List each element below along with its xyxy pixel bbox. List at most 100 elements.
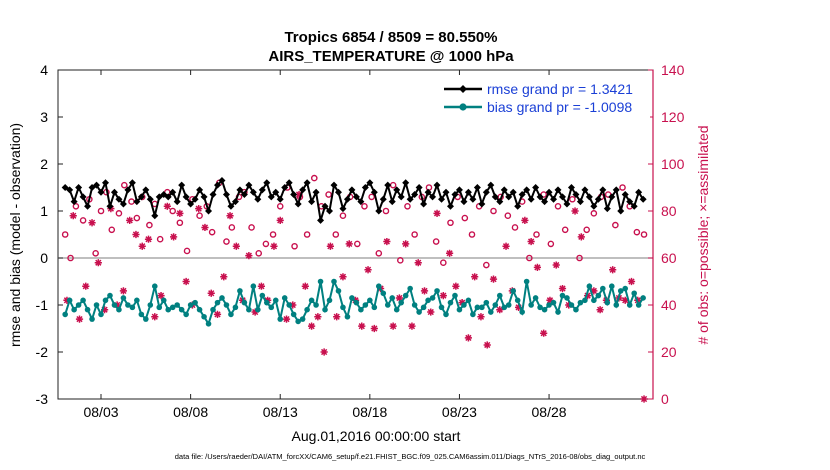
obs-possible-point xyxy=(569,195,576,203)
y2-tick-label: 60 xyxy=(661,250,677,266)
bias-point xyxy=(371,304,378,311)
rmse-point xyxy=(469,195,477,203)
rmse-point xyxy=(352,193,360,201)
obs-assimilated-point xyxy=(590,287,598,295)
rmse-point xyxy=(473,184,481,191)
rmse-point xyxy=(608,193,616,201)
bias-point xyxy=(420,304,427,311)
obs-possible-point xyxy=(612,221,619,229)
rmse-point xyxy=(567,184,575,191)
series-layer xyxy=(61,176,647,327)
rmse-point xyxy=(191,195,199,203)
bias-point xyxy=(84,306,91,313)
rmse-point xyxy=(272,188,280,196)
rmse-point xyxy=(532,184,540,191)
rmse-point xyxy=(455,186,463,194)
obs-possible-point xyxy=(183,247,191,255)
obs-assimilated-point xyxy=(289,301,297,309)
x-tick-label: 08/13 xyxy=(263,404,298,420)
rmse-point xyxy=(361,184,369,191)
obs-assimilated-point xyxy=(471,273,479,281)
bias-point xyxy=(393,306,400,313)
bias-point xyxy=(205,321,212,327)
bias-point xyxy=(465,297,472,304)
obs-assimilated-point xyxy=(151,313,159,321)
plot-area xyxy=(57,69,654,400)
bias-point xyxy=(384,302,391,308)
rmse-point xyxy=(66,186,74,194)
obs-assimilated-point xyxy=(433,209,441,217)
legend: rmse grand pr = 1.3421 bias grand pr = -… xyxy=(440,78,650,120)
obs-assimilated-point xyxy=(169,233,178,241)
obs-possible-point xyxy=(526,254,533,262)
bias-point xyxy=(143,316,149,322)
rmse-point xyxy=(339,205,347,213)
obs-possible-point xyxy=(291,242,298,250)
rmse-point xyxy=(303,179,311,187)
bias-point xyxy=(492,302,499,308)
obs-possible-point xyxy=(590,210,598,217)
rmse-point xyxy=(415,184,423,191)
rmse-point xyxy=(173,198,181,206)
y2-tick-label: 20 xyxy=(661,344,677,360)
x-tick-label: 08/23 xyxy=(442,404,477,420)
obs-possible-point xyxy=(196,212,203,219)
x-tick-label: 08/28 xyxy=(532,404,567,420)
obs-possible-point xyxy=(576,254,583,262)
rmse-point xyxy=(496,198,504,206)
bias-point xyxy=(111,302,118,308)
obs-assimilated-point xyxy=(502,242,510,250)
obs-assimilated-point xyxy=(640,395,648,403)
bias-point xyxy=(434,288,440,294)
bias-point xyxy=(564,295,570,301)
rmse-point xyxy=(348,186,356,194)
chart-title: Tropics 6854 / 8509 = 80.550% xyxy=(284,29,497,46)
bias-point xyxy=(250,283,257,290)
bias-point xyxy=(277,316,284,322)
obs-possible-point xyxy=(583,226,590,234)
obs-assimilated-point xyxy=(213,310,222,318)
obs-possible-point xyxy=(223,238,230,245)
rmse-point xyxy=(75,184,83,191)
rmse-point xyxy=(110,188,118,196)
bias-point xyxy=(116,306,122,313)
obs-assimilated-point xyxy=(596,306,604,314)
rmse-point xyxy=(317,216,325,224)
bias-point xyxy=(470,311,476,318)
bias-point xyxy=(66,297,73,304)
obs-possible-point xyxy=(432,238,440,245)
obs-assimilated-point xyxy=(232,242,240,250)
rmse-point xyxy=(187,200,195,208)
rmse-point xyxy=(326,207,334,215)
obs-possible-point xyxy=(411,231,418,238)
bias-point xyxy=(474,304,481,311)
obs-assimilated-point xyxy=(314,313,322,321)
bias-point xyxy=(62,311,68,318)
obs-assimilated-point xyxy=(389,322,397,330)
bias-point xyxy=(223,302,230,308)
bias-point xyxy=(322,306,328,313)
rmse-point xyxy=(433,181,441,189)
bias-point xyxy=(196,306,203,313)
bias-point xyxy=(138,311,145,318)
rmse-point xyxy=(523,186,531,194)
rmse-point xyxy=(146,195,154,203)
bias-point xyxy=(510,288,517,294)
rmse-point xyxy=(585,193,593,201)
bias-point xyxy=(416,309,422,315)
bias-point xyxy=(586,283,593,290)
bias-point xyxy=(537,304,543,311)
rmse-point xyxy=(590,202,598,210)
obs-assimilated-point xyxy=(414,259,422,267)
y2-tick-label: 0 xyxy=(661,391,669,407)
bias-point xyxy=(129,304,136,311)
x-tick-label: 08/03 xyxy=(83,404,118,420)
rmse-point xyxy=(276,195,284,203)
bias-point xyxy=(514,297,521,304)
obs-possible-point xyxy=(483,261,490,269)
bias-point xyxy=(134,297,140,304)
obs-assimilated-point xyxy=(82,282,90,290)
bias-point xyxy=(174,302,180,308)
obs-possible-point xyxy=(169,207,176,215)
rmse-point xyxy=(612,186,620,194)
